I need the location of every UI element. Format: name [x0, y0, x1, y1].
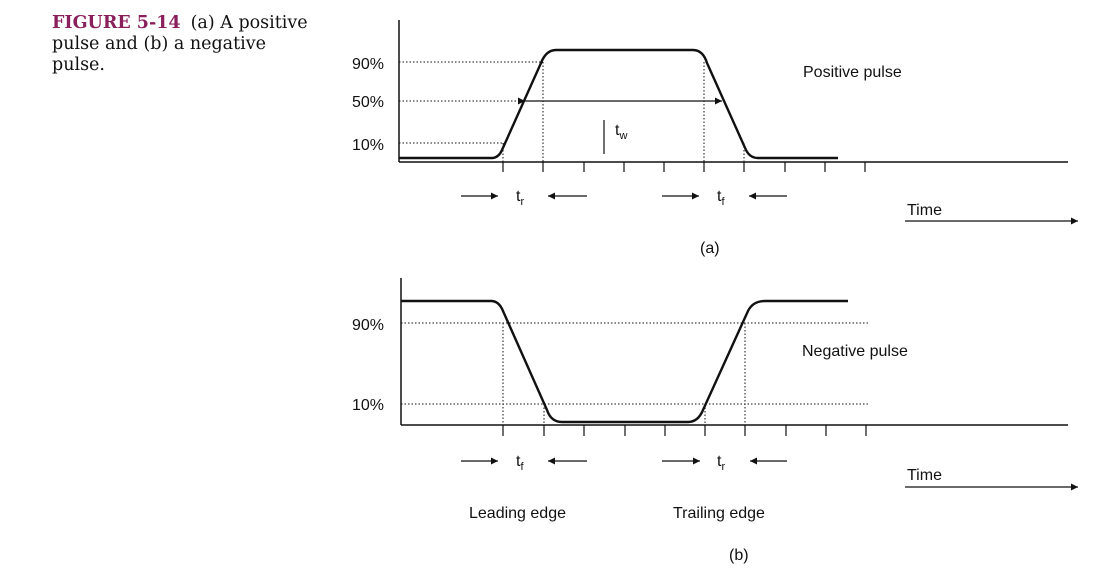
figure-caption-text: (a) A positive pulse and (b) a negative … — [52, 13, 308, 75]
a-title: Positive pulse — [803, 64, 902, 81]
a-fall-time-label: tf — [717, 188, 725, 208]
positive-pulse-waveform — [399, 48, 838, 160]
b-level-10-label: 10% — [352, 397, 384, 414]
a-width-label: tw — [615, 122, 627, 142]
a-x-ticks — [502, 162, 866, 172]
a-level-50-label: 50% — [352, 94, 384, 111]
a-time-label: Time — [907, 202, 942, 219]
leading-edge-label: Leading edge — [469, 505, 566, 522]
a-level-10-label: 10% — [352, 137, 384, 154]
b-level-90-label: 90% — [352, 317, 384, 334]
b-time-label: Time — [907, 467, 942, 484]
b-title: Negative pulse — [802, 343, 908, 360]
b-rise-time-label: tr — [717, 453, 725, 473]
a-level-90-label: 90% — [352, 56, 384, 73]
figure-label: FIGURE 5-14 — [52, 13, 181, 33]
panel-b: 90% 10% tf tr Negative pulse Time Leadin… — [352, 278, 1078, 564]
b-sublabel: (b) — [729, 547, 749, 564]
trailing-edge-label: Trailing edge — [673, 505, 765, 522]
a-rise-time-label: tr — [516, 188, 524, 208]
negative-pulse-waveform — [401, 299, 848, 424]
a-sublabel: (a) — [700, 240, 720, 257]
panel-a: 90% 50% 10% tw tr tf Positive pulse Time… — [352, 20, 1078, 257]
b-x-ticks — [502, 425, 867, 436]
b-fall-time-label: tf — [516, 453, 524, 473]
figure-caption: FIGURE 5-14 (a) A positive pulse and (b) … — [52, 13, 312, 76]
